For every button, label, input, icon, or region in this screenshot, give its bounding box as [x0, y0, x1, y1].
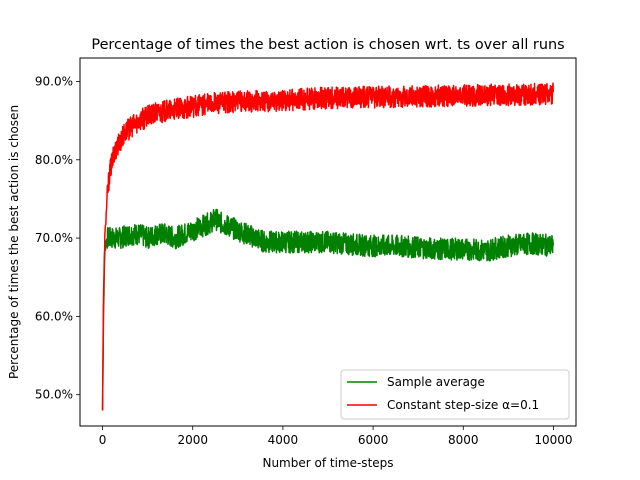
y-tick-label: 60.0%	[35, 309, 73, 323]
series-line-sample-average	[101, 208, 555, 411]
series-line-constant-step-size-0-1	[101, 82, 555, 411]
x-tick-label: 4000	[268, 433, 299, 447]
legend-label-constant-step-size: Constant step-size α=0.1	[387, 398, 539, 412]
legend: Sample average Constant step-size α=0.1	[340, 369, 570, 420]
x-tick-label: 8000	[448, 433, 479, 447]
x-axis-title: Number of time-steps	[262, 456, 393, 470]
legend-box	[340, 369, 570, 420]
x-tick-label: 6000	[358, 433, 389, 447]
x-tick-label: 10000	[534, 433, 572, 447]
series-layer	[101, 82, 555, 411]
legend-label-sample-average: Sample average	[387, 375, 485, 389]
y-tick-label: 70.0%	[35, 231, 73, 245]
chart-title: Percentage of times the best action is c…	[91, 37, 564, 53]
x-tick-label: 2000	[177, 433, 208, 447]
y-tick-label: 80.0%	[35, 153, 73, 167]
y-axis: 50.0% 60.0% 70.0% 80.0% 90.0%	[35, 74, 80, 402]
y-tick-label: 50.0%	[35, 388, 73, 402]
y-tick-label: 90.0%	[35, 74, 73, 88]
x-axis: 0 2000 4000 6000 8000 10000	[99, 426, 573, 447]
y-axis-title: Percentage of times the best action is c…	[7, 105, 21, 379]
x-tick-label: 0	[99, 433, 107, 447]
plot-frame	[79, 57, 577, 427]
